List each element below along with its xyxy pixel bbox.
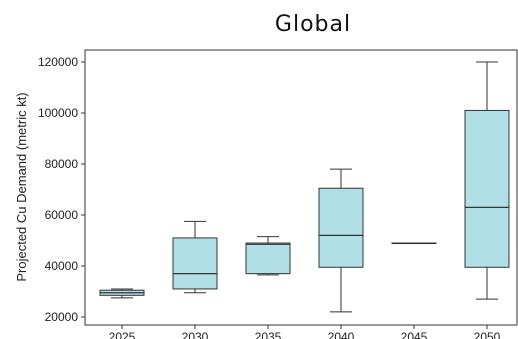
x-tick-label: 2035 [255, 330, 282, 339]
iqr-box [464, 109, 510, 268]
y-axis-label: Projected Cu Demand (metric kt) [14, 92, 29, 281]
x-tick-label: 2050 [474, 330, 501, 339]
iqr-box [172, 237, 218, 290]
box-2025 [99, 288, 145, 299]
box-2050 [464, 61, 510, 300]
y-tick-label: 20000 [45, 310, 79, 324]
x-tick-label: 2030 [182, 330, 209, 339]
box-2045 [391, 242, 437, 245]
x-axis-ticks: 2025 2030 2035 2040 2045 2050 [109, 325, 501, 339]
y-tick-label: 60000 [45, 208, 79, 222]
iqr-box [245, 242, 291, 275]
x-tick-label: 2040 [328, 330, 355, 339]
box-2035 [245, 236, 291, 276]
plot-area [84, 49, 518, 326]
y-axis-ticks: 20000 40000 60000 80000 100000 120000 [38, 55, 85, 324]
y-tick-label: 120000 [38, 55, 78, 69]
box-2030 [172, 220, 218, 294]
x-tick-label: 2045 [401, 330, 428, 339]
chart-title: Global [275, 12, 351, 37]
y-tick-label: 40000 [45, 259, 79, 273]
boxes [99, 61, 510, 313]
box-2040 [318, 168, 364, 313]
y-tick-label: 100000 [38, 106, 78, 120]
y-tick-label: 80000 [45, 157, 79, 171]
iqr-box [318, 187, 364, 268]
x-tick-label: 2025 [109, 330, 136, 339]
